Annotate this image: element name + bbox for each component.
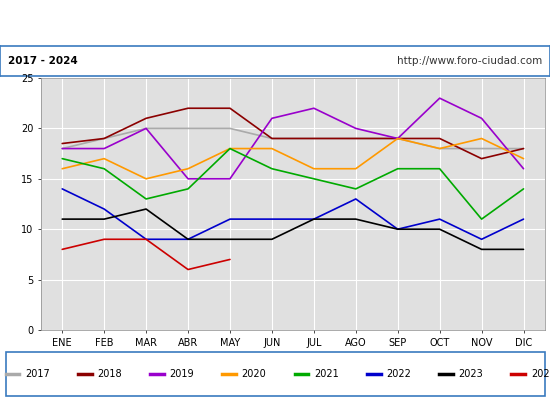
Text: Evolucion del paro registrado en Villanueva de San Carlos: Evolucion del paro registrado en Villanu… <box>74 16 476 30</box>
Text: 2019: 2019 <box>169 369 194 379</box>
Text: 2024: 2024 <box>531 369 550 379</box>
Text: 2018: 2018 <box>97 369 122 379</box>
Text: 2017 - 2024: 2017 - 2024 <box>8 56 78 66</box>
Text: 2017: 2017 <box>25 369 50 379</box>
Text: 2021: 2021 <box>314 369 339 379</box>
Text: 2020: 2020 <box>241 369 266 379</box>
Text: 2022: 2022 <box>386 369 411 379</box>
Text: http://www.foro-ciudad.com: http://www.foro-ciudad.com <box>397 56 542 66</box>
Text: 2023: 2023 <box>459 369 483 379</box>
